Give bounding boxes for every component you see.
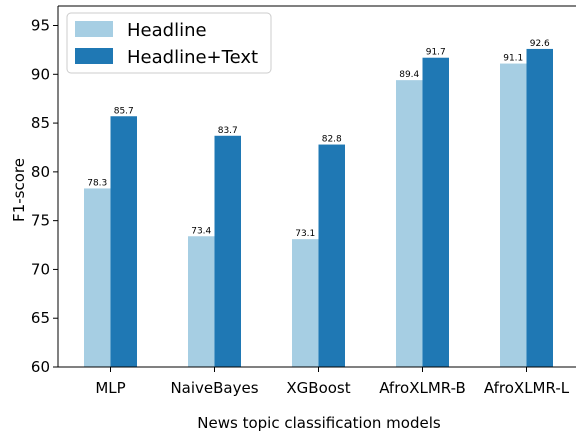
y-tick-label-85: 85 bbox=[31, 114, 50, 132]
y-tick-label-70: 70 bbox=[31, 260, 50, 278]
bar-afroxlmr-l-headline bbox=[500, 63, 527, 367]
y-tick-label-90: 90 bbox=[31, 65, 50, 83]
bar-naivebayes-headline-text bbox=[214, 135, 241, 367]
data-label-mlp-headline: 78.3 bbox=[87, 178, 107, 188]
legend-label-headline-text: Headline+Text bbox=[127, 47, 258, 68]
data-label-naivebayes-headline: 73.4 bbox=[191, 226, 211, 236]
bars-layer bbox=[84, 48, 553, 368]
data-label-naivebayes-headline-text: 83.7 bbox=[218, 126, 238, 136]
legend-frame bbox=[66, 12, 272, 74]
x-tick-label-xgboost: XGBoost bbox=[286, 379, 350, 397]
legend: Headline Headline+Text bbox=[66, 12, 272, 74]
data-label-afroxlmr-l-headline-text: 92.6 bbox=[530, 39, 550, 49]
x-tick-label-mlp: MLP bbox=[95, 379, 125, 397]
data-label-mlp-headline-text: 85.7 bbox=[114, 106, 134, 116]
y-tick-label-80: 80 bbox=[31, 163, 50, 181]
x-axis-title: News topic classification models bbox=[197, 414, 441, 432]
bar-naivebayes-headline bbox=[188, 236, 215, 367]
legend-swatch-headline bbox=[75, 21, 113, 37]
data-label-afroxlmr-b-headline-text: 91.7 bbox=[426, 48, 446, 58]
x-tick-label-afroxlmr-b: AfroXLMR-B bbox=[379, 379, 466, 397]
y-tick-label-75: 75 bbox=[31, 212, 50, 230]
bar-xgboost-headline bbox=[292, 239, 319, 367]
y-tick-label-65: 65 bbox=[31, 309, 50, 327]
x-tick-label-afroxlmr-l: AfroXLMR-L bbox=[484, 379, 570, 397]
y-axis-title: F1-score bbox=[10, 158, 28, 222]
legend-swatch-headline-text bbox=[75, 48, 113, 64]
legend-label-headline: Headline bbox=[127, 20, 207, 41]
bar-afroxlmr-b-headline bbox=[396, 80, 423, 367]
x-tick-label-naivebayes: NaiveBayes bbox=[170, 379, 258, 397]
data-label-afroxlmr-b-headline: 89.4 bbox=[399, 70, 419, 80]
data-label-xgboost-headline-text: 82.8 bbox=[322, 135, 342, 145]
data-labels-layer: 78.3 85.7 73.4 83.7 73.1 82.8 89.4 91.7 91.1 92.6 bbox=[87, 39, 550, 239]
bar-mlp-headline-text bbox=[110, 116, 137, 368]
bar-afroxlmr-b-headline-text bbox=[422, 57, 449, 367]
y-tick-label-95: 95 bbox=[31, 17, 50, 35]
axes-layer: MLP NaiveBayes XGBoost AfroXLMR-B AfroXLMR-L… bbox=[31, 5, 576, 397]
y-tick-label-60: 60 bbox=[31, 358, 50, 376]
bar-xgboost-headline-text bbox=[318, 144, 345, 367]
data-label-xgboost-headline: 73.1 bbox=[295, 229, 315, 239]
bar-mlp-headline bbox=[84, 188, 111, 367]
bar-afroxlmr-l-headline-text bbox=[526, 48, 553, 368]
data-label-afroxlmr-l-headline: 91.1 bbox=[503, 54, 523, 64]
